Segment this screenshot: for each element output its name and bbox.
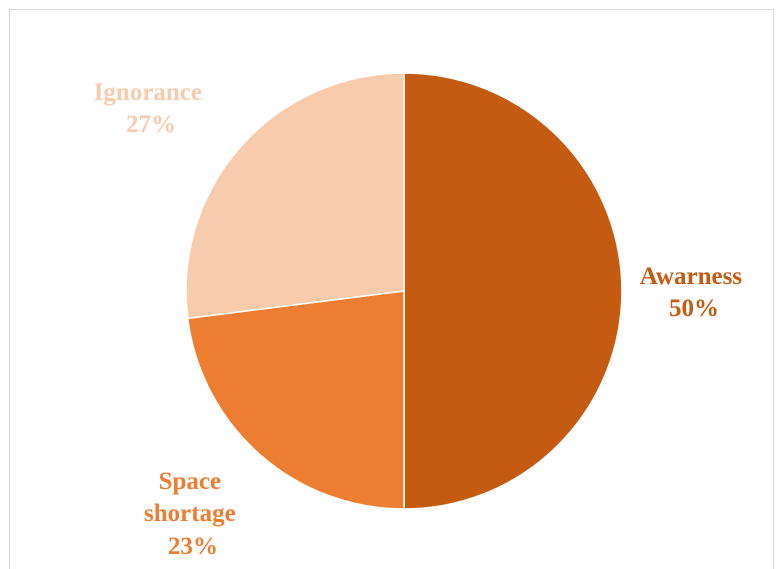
slice-label-awarness: Awarness 50% — [640, 263, 749, 322]
pie-slice-ignorance — [185, 72, 405, 320]
slice-name-space-shortage-line2: shortage — [144, 500, 236, 527]
slice-percent-awarness: 50% — [669, 295, 719, 322]
pie-slices — [185, 72, 623, 510]
slice-percent-space-shortage: 23% — [168, 533, 218, 560]
slice-name-awarness: Awarness — [640, 263, 743, 290]
pie-slice-space-shortage — [186, 290, 405, 510]
slice-name-space-shortage-line1: Space — [159, 468, 222, 495]
slice-percent-ignorance: 27% — [126, 111, 176, 138]
slice-label-ignorance: Ignorance 27% — [94, 79, 209, 138]
pie-slice-awarness — [403, 72, 623, 510]
slice-name-ignorance: Ignorance — [94, 79, 202, 106]
slice-label-space-shortage: Space shortage 23% — [144, 468, 242, 560]
